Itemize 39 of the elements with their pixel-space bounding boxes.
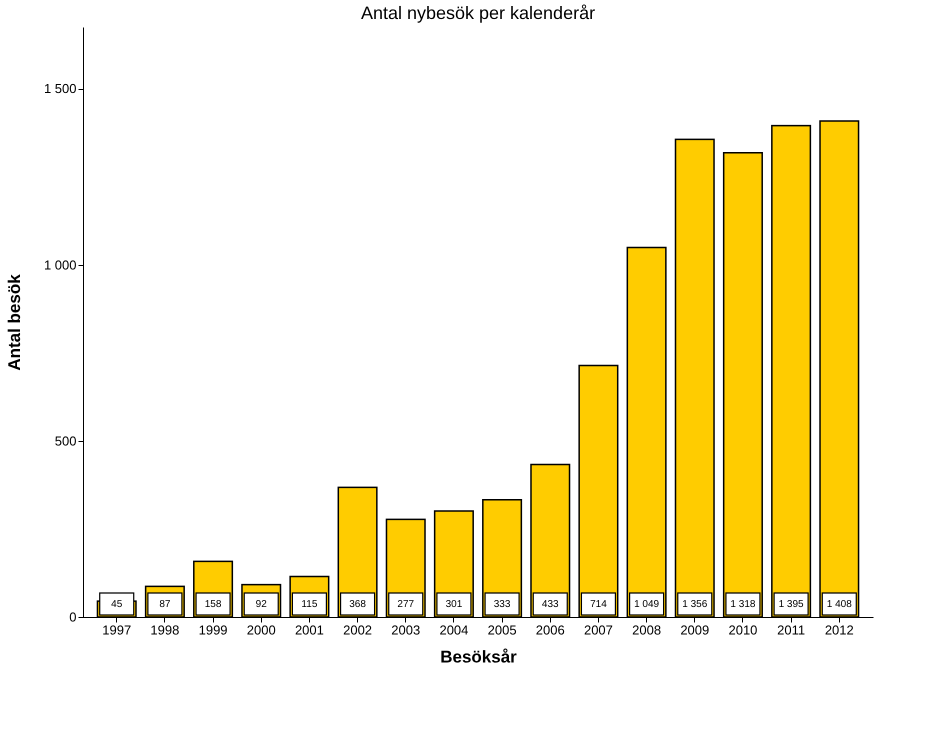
x-tick-label: 2005: [488, 622, 517, 638]
y-axis-title: Antal besök: [4, 274, 24, 371]
y-tick-label: 1 500: [44, 81, 76, 96]
x-tick-label: 2001: [294, 622, 324, 638]
data-label: 1 408: [826, 599, 852, 610]
x-tick-label: 2012: [824, 622, 854, 638]
data-label: 1 049: [634, 599, 660, 610]
data-label: 277: [397, 599, 415, 610]
y-tick-label: 0: [69, 610, 76, 624]
data-label: 433: [542, 599, 560, 610]
x-tick-label: 2011: [777, 622, 806, 638]
y-tick-label: 500: [54, 433, 76, 448]
chart-title: Antal nybesök per kalenderår: [360, 3, 596, 23]
data-label: 1 395: [778, 599, 804, 610]
x-tick-label: 1999: [198, 622, 228, 638]
data-label: 115: [301, 599, 318, 610]
data-label: 92: [256, 599, 268, 610]
x-tick-label: 1998: [150, 622, 180, 638]
x-tick-label: 2004: [439, 622, 468, 638]
x-tick-label: 1997: [102, 622, 132, 638]
data-label: 368: [349, 599, 366, 610]
x-tick-label: 2006: [536, 622, 565, 638]
x-tick-label: 2000: [246, 622, 276, 638]
data-label: 301: [446, 599, 463, 610]
data-label: 1 356: [682, 599, 708, 610]
data-label: 714: [590, 599, 608, 610]
x-tick-label: 2008: [632, 622, 662, 638]
x-tick-label: 2007: [584, 622, 613, 638]
x-axis-title: Besöksår: [440, 648, 518, 666]
x-tick-label: 2002: [343, 622, 372, 638]
x-tick-label: 2010: [728, 622, 758, 638]
data-label: 158: [204, 599, 222, 610]
data-label: 333: [494, 599, 511, 610]
data-label: 1 318: [730, 599, 756, 610]
y-tick-label: 1 000: [44, 257, 76, 272]
data-label: 45: [111, 599, 123, 610]
x-tick-label: 2009: [680, 622, 710, 638]
x-tick-label: 2003: [391, 622, 420, 638]
data-label: 87: [159, 599, 171, 610]
